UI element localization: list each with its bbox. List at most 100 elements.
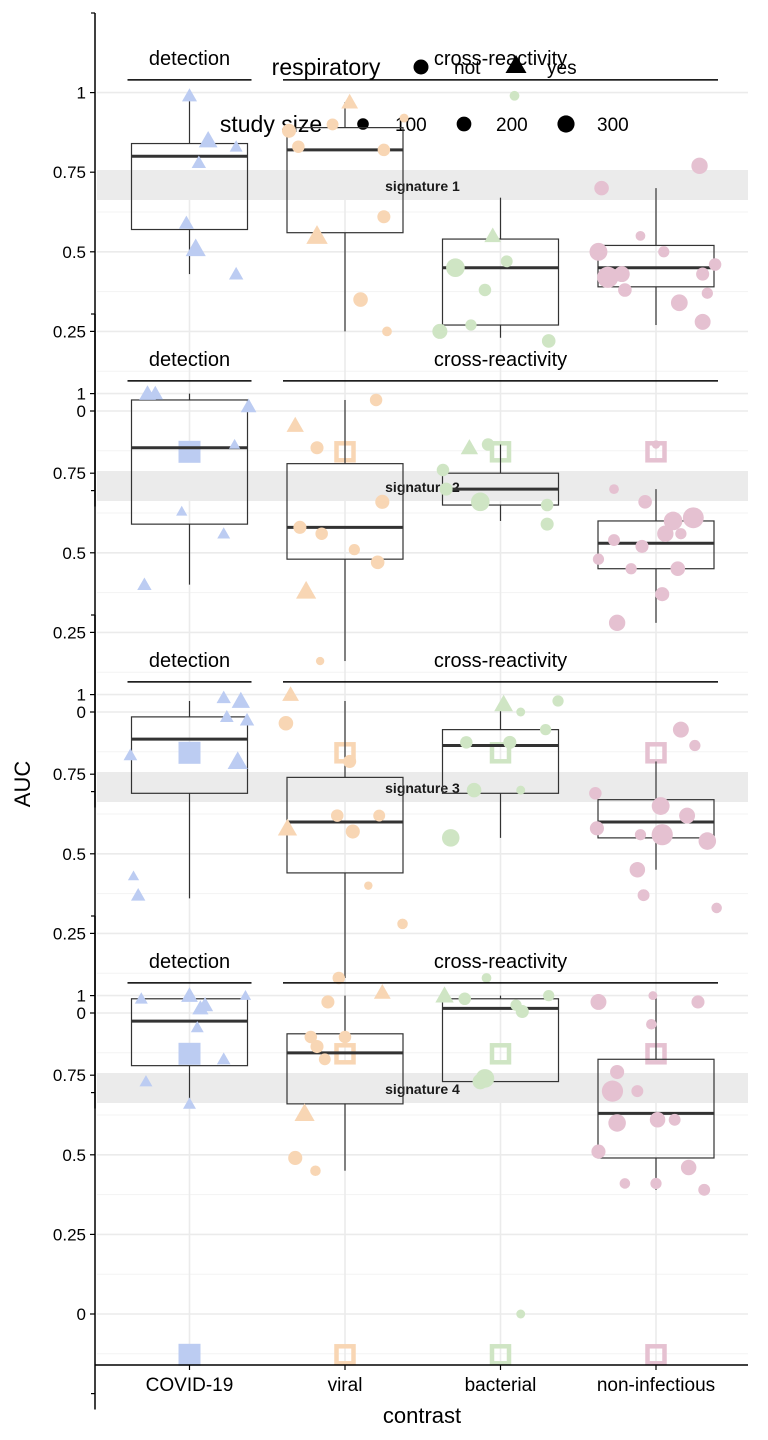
data-point-circle <box>540 498 554 512</box>
data-point-circle <box>618 283 632 297</box>
data-point-circle <box>466 782 482 798</box>
facet-strip <box>97 170 748 200</box>
data-point-triangle <box>127 870 140 881</box>
data-point-circle <box>608 1114 626 1132</box>
x-tick-label-viral: viral <box>328 1375 363 1396</box>
data-point-circle <box>330 809 344 822</box>
data-point-circle <box>694 313 711 330</box>
data-point-circle <box>288 1150 303 1166</box>
color-key-viral <box>334 1344 356 1366</box>
data-point-triangle <box>191 155 207 169</box>
data-point-circle <box>539 723 552 736</box>
data-point-circle <box>353 292 368 307</box>
facet-signature-1: signature 1 0 0.25 0.5 0.75 1 detection cross-r… <box>53 12 748 507</box>
data-point-circle <box>436 463 450 477</box>
facet-strip <box>97 772 748 802</box>
group-label-detection: detection <box>149 650 230 672</box>
group-label-cross-reactivity: cross-reactivity <box>434 48 567 70</box>
data-point-triangle <box>240 398 257 413</box>
box-iqr <box>597 1058 715 1159</box>
data-point-triangle <box>181 987 198 1002</box>
legend-size-300-key <box>557 115 575 133</box>
y-tick-label: 0.75 <box>53 163 86 182</box>
data-point-circle <box>281 123 297 138</box>
x-axis-label: contrast <box>383 1403 461 1428</box>
data-point-triangle <box>216 1052 231 1065</box>
data-point-triangle <box>130 888 146 901</box>
group-label-detection: detection <box>149 48 230 70</box>
color-key-bacterial <box>489 1043 512 1065</box>
data-point-circle <box>343 754 357 768</box>
data-point-circle <box>278 715 294 731</box>
data-point-circle <box>701 287 713 299</box>
data-point-circle <box>698 1183 711 1196</box>
data-point-triangle <box>137 577 152 591</box>
y-axis-label: AUC <box>10 761 35 808</box>
data-point-circle <box>637 889 650 902</box>
points <box>123 686 722 985</box>
box-iqr <box>286 463 404 560</box>
y-tick-label: 0 <box>77 402 86 421</box>
data-point-triangle <box>229 140 243 152</box>
data-point-triangle <box>181 88 198 102</box>
data-point-triangle <box>176 505 188 516</box>
data-point-circle <box>589 787 602 800</box>
legend-yes-label: yes <box>547 58 577 79</box>
data-point-circle <box>338 1030 352 1044</box>
data-point-circle <box>698 832 717 850</box>
data-point-circle <box>540 517 554 531</box>
data-point-circle <box>310 1165 321 1176</box>
data-point-triangle <box>139 1075 153 1087</box>
legend-study-size-title: study size <box>220 111 322 137</box>
y-tick-label: 0 <box>77 1305 86 1324</box>
data-point-circle <box>293 520 307 534</box>
y-tick-label: 1 <box>77 84 86 103</box>
color-key-non-infectious <box>645 1344 667 1366</box>
data-point-circle <box>651 824 673 846</box>
data-point-triangle <box>123 748 138 761</box>
group-label-cross-reactivity: cross-reactivity <box>434 951 567 973</box>
data-point-circle <box>658 246 670 258</box>
data-point-triangle <box>484 227 502 243</box>
data-point-circle <box>472 1073 489 1090</box>
data-point-circle <box>663 511 683 531</box>
data-point-circle <box>370 555 385 570</box>
data-point-circle <box>481 438 495 451</box>
color-key-covid-19 <box>178 440 201 463</box>
y-tick-label: 1 <box>77 385 86 404</box>
y-tick-label: 0.5 <box>62 1146 86 1165</box>
y-tick-label: 0 <box>77 1004 86 1023</box>
data-point-circle <box>509 90 520 101</box>
data-point-circle <box>470 492 490 512</box>
facet-signature-4: signature 4 0 0.25 0.5 0.75 1 detection cross-r… <box>53 915 748 1410</box>
x-tick-label-bacterial: bacterial <box>465 1375 537 1396</box>
data-point-circle <box>397 918 408 930</box>
data-point-triangle <box>185 238 206 257</box>
data-point-circle <box>292 140 305 153</box>
data-point-circle <box>592 553 605 565</box>
data-point-circle <box>610 1064 625 1080</box>
data-point-triangle <box>435 986 454 1003</box>
box-iqr <box>441 238 560 326</box>
data-point-circle <box>446 258 465 278</box>
legend-size-200-label: 200 <box>496 115 528 136</box>
color-key-non-infectious <box>645 742 667 764</box>
legend-size-100-key <box>357 118 369 130</box>
legend-respiratory-title: respiratory <box>272 54 381 80</box>
group-label-cross-reactivity: cross-reactivity <box>434 349 567 371</box>
data-point-triangle <box>217 527 231 539</box>
data-point-circle <box>465 319 477 331</box>
facet-panels: signature 1 0 0.25 0.5 0.75 1 detection cross-r… <box>53 12 748 1410</box>
data-point-circle <box>503 735 517 749</box>
data-point-triangle <box>227 751 248 770</box>
box-bacterial <box>441 995 560 1083</box>
y-tick-label: 0.5 <box>62 544 86 563</box>
data-point-circle <box>691 157 708 175</box>
data-point-triangle <box>460 439 479 455</box>
data-point-circle <box>635 539 649 553</box>
data-point-triangle <box>198 130 218 148</box>
data-point-circle <box>543 989 555 1002</box>
data-point-circle <box>516 1309 526 1319</box>
